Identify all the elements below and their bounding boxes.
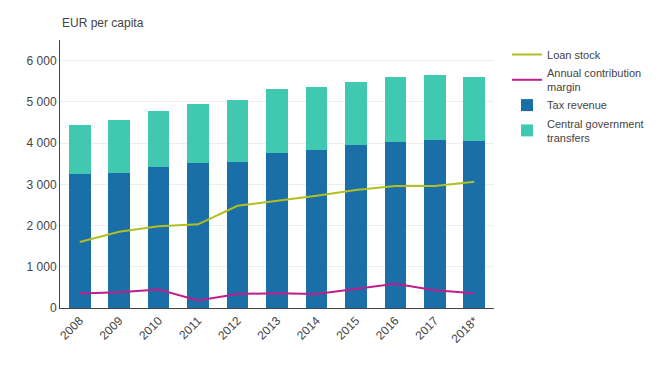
svg-text:2014: 2014 [294, 314, 323, 343]
svg-text:Annual contributionmargin: Annual contributionmargin [547, 67, 641, 93]
svg-text:2 000: 2 000 [27, 219, 57, 233]
svg-text:EUR per capita: EUR per capita [62, 16, 144, 30]
svg-text:2012: 2012 [215, 314, 244, 343]
svg-text:0: 0 [50, 301, 57, 315]
svg-text:2016: 2016 [373, 314, 402, 343]
svg-text:4 000: 4 000 [27, 136, 57, 150]
svg-text:2009: 2009 [97, 314, 126, 343]
svg-text:2018*: 2018* [449, 314, 481, 346]
svg-text:1 000: 1 000 [27, 260, 57, 274]
svg-text:5 000: 5 000 [27, 95, 57, 109]
svg-text:2011: 2011 [176, 314, 204, 342]
svg-text:Loan stock: Loan stock [547, 49, 601, 61]
svg-text:Central governmenttransfers: Central governmenttransfers [547, 118, 644, 144]
svg-text:2010: 2010 [136, 314, 165, 343]
svg-text:6 000: 6 000 [27, 54, 57, 68]
svg-text:2015: 2015 [333, 314, 362, 343]
svg-text:2008: 2008 [57, 314, 86, 343]
svg-text:2013: 2013 [255, 314, 284, 343]
svg-text:Tax revenue: Tax revenue [547, 99, 607, 111]
svg-text:3 000: 3 000 [27, 178, 57, 192]
svg-text:2017: 2017 [412, 314, 441, 343]
